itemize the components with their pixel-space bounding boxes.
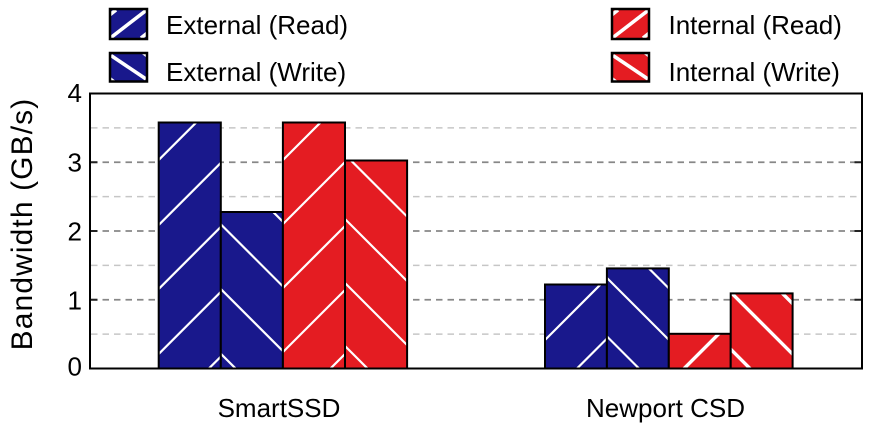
svg-text:External (Read): External (Read)	[166, 10, 348, 40]
svg-text:4: 4	[68, 78, 82, 108]
svg-text:3: 3	[68, 147, 82, 177]
svg-text:0: 0	[68, 352, 82, 382]
svg-text:SmartSSD: SmartSSD	[218, 393, 341, 423]
svg-text:Newport CSD: Newport CSD	[586, 393, 745, 423]
svg-text:Bandwidth (GB/s): Bandwidth (GB/s)	[6, 98, 39, 351]
svg-text:External (Write): External (Write)	[166, 57, 346, 87]
svg-text:Internal (Read): Internal (Read)	[669, 10, 842, 40]
svg-text:Internal (Write): Internal (Write)	[669, 57, 840, 87]
svg-text:1: 1	[68, 286, 82, 316]
svg-text:2: 2	[68, 217, 82, 247]
